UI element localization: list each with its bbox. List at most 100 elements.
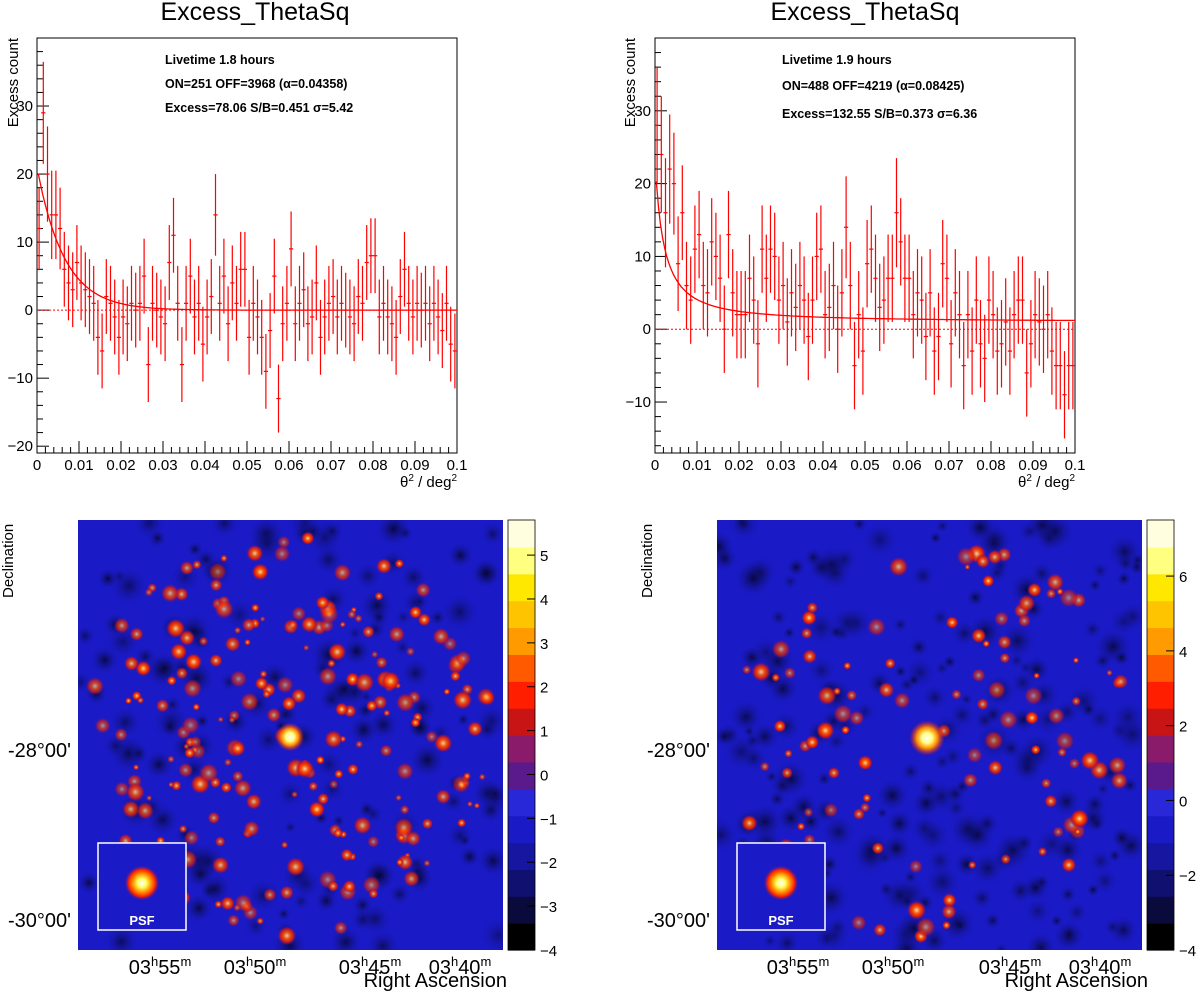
color-bar-segment [508,815,535,844]
color-bar-segment [1147,681,1174,709]
data-point [818,205,823,293]
dark-fluctuation [909,637,929,657]
x-tick-label: 0 [651,457,659,474]
dark-fluctuation [401,659,430,687]
data-point [923,292,928,381]
data-point [835,285,840,373]
data-point [764,234,769,322]
excess-fluctuation [198,636,209,646]
excess-fluctuation [466,800,473,808]
excess-fluctuation [1106,669,1113,677]
data-point [1007,307,1012,395]
color-bar-segment [1147,573,1174,602]
color-bar-tick-label: 6 [1179,569,1187,586]
excess-fluctuation [114,727,128,742]
data-point [667,114,672,224]
color-bar-tick-label: 1 [540,724,548,741]
data-point [844,176,849,279]
excess-fluctuation [833,704,853,724]
excess-fluctuation [806,601,819,614]
excess-fluctuation [182,678,203,699]
dark-fluctuation [128,743,149,764]
excess-fluctuation [241,617,256,633]
excess-fluctuation [1057,747,1067,758]
color-bar-segment [508,896,535,924]
fit-curve [655,181,1075,322]
dark-fluctuation [1113,649,1131,667]
data-point [66,245,71,321]
excess-fluctuation [217,716,224,723]
color-bar-frame [507,519,536,951]
excess-fluctuation [113,617,130,634]
excess-fluctuation [945,616,959,629]
color-bar-tick-label: −2 [1179,868,1196,885]
excess-fluctuation [254,676,269,691]
psf-spot [763,865,799,901]
data-point [167,225,172,300]
data-point [831,241,836,330]
excess-fluctuation [1110,771,1129,790]
color-bar-segment [1147,520,1174,548]
data-point [221,238,226,314]
data-point [907,234,912,322]
y-tick-label: −20 [8,438,33,455]
data-point [188,238,193,314]
data-point [272,238,277,314]
excess-fluctuation [327,659,336,668]
excess-fluctuation [759,761,770,772]
excess-fluctuation [243,820,260,837]
dark-fluctuation [1009,652,1025,669]
data-point [419,272,424,348]
dark-fluctuation [876,807,889,819]
excess-fluctuation [1061,857,1077,873]
stats-excess: Excess=78.06 S/B=0.451 σ=5.42 [165,101,353,115]
dark-fluctuation [953,919,967,932]
excess-fluctuation [1040,777,1052,789]
color-bar-segment [1147,788,1174,817]
dark-fluctuation [187,541,203,557]
excess-fluctuation [233,903,242,912]
excess-fluctuation [850,914,867,931]
data-point [58,187,63,270]
excess-fluctuation [976,698,989,711]
data-point [87,259,92,334]
psf-label: PSF [129,913,154,928]
data-point [217,265,222,341]
x-tick-label: 0.01 [682,457,711,474]
color-bar-segment [1147,600,1174,629]
excess-fluctuation [908,859,923,874]
y-tick-label: 30 [16,98,33,115]
dark-fluctuation [893,617,908,632]
data-point [373,218,378,294]
excess-fluctuation [906,900,927,920]
color-bar-tick-label: 0 [1179,793,1187,810]
excess-fluctuation [329,779,339,789]
dec-label: -30°00' [647,910,710,932]
data-point [108,265,113,341]
excess-fluctuation [155,698,170,713]
data-point [310,279,315,355]
data-point [163,286,168,362]
ra-tick-label: 03h50m [224,954,287,979]
excess-fluctuation [971,668,986,683]
excess-fluctuation [951,689,962,700]
y-axis-label: Excess count [5,37,22,127]
excess-fluctuation [833,687,841,696]
dark-fluctuation [105,926,137,950]
excess-fluctuation [183,829,200,846]
stats-livetime: Livetime 1.9 hours [782,53,892,67]
y-axis-label: Declination [639,524,656,598]
data-point [881,256,886,344]
color-bar-tick-label: −4 [540,943,557,960]
excess-fluctuation [347,763,359,776]
excess-fluctuation [178,629,196,647]
dark-fluctuation [1114,716,1142,753]
data-point [890,234,895,322]
dark-fluctuation [342,637,370,665]
dark-fluctuation [360,690,373,704]
dec-label: -28°00' [647,740,710,762]
excess-fluctuation [367,835,380,848]
color-bar-segment [508,600,535,629]
data-point [146,327,151,402]
color-bar-segment [508,520,535,548]
